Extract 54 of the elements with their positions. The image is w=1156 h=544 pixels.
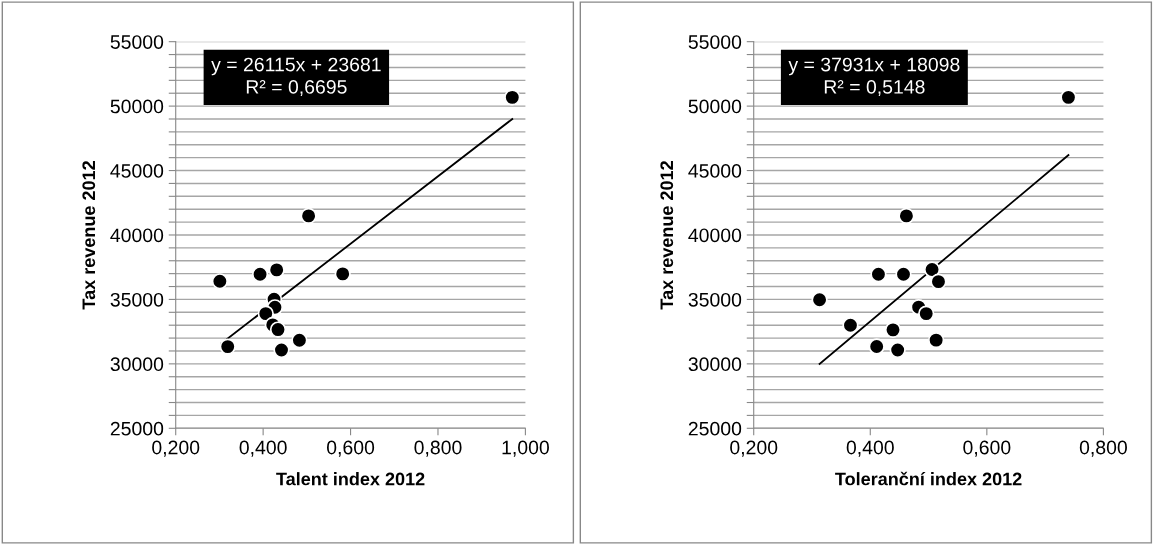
y-tick-label: 55000	[688, 35, 742, 49]
y-axis-title: Tax revenue 2012	[660, 161, 674, 310]
point	[811, 291, 828, 308]
annotation: y = 26115x + 23681	[211, 57, 381, 76]
x-axis-title: Talent index 2012	[276, 472, 425, 486]
point	[923, 261, 941, 278]
x-tick-label: 0,400	[239, 440, 287, 457]
point	[251, 266, 269, 283]
point	[928, 332, 945, 349]
point	[291, 332, 308, 349]
x-axis-title: Toleranční index 2012	[835, 471, 1022, 486]
y-tick-label: 45000	[688, 164, 742, 178]
point	[273, 341, 290, 359]
x-tick-label: 0,800	[414, 440, 462, 457]
annotation: y = 37931x + 18098	[788, 57, 960, 76]
point	[1060, 89, 1077, 106]
y-tick-label: 25000	[688, 421, 742, 436]
point	[300, 207, 317, 225]
y-tick-label: 40000	[688, 228, 742, 243]
point	[504, 89, 521, 106]
y-tick-label: 50000	[688, 99, 742, 114]
y-tick-label: 30000	[688, 357, 742, 372]
y-tick-label: 25000	[110, 421, 164, 436]
y-tick-label: 50000	[110, 99, 164, 114]
x-tick-label: 0,600	[326, 440, 375, 457]
x-tick-label: 0,200	[730, 440, 778, 457]
point	[211, 273, 228, 290]
y-tick-label: 35000	[110, 292, 164, 307]
point	[918, 305, 935, 322]
annotation: R² = 0,5148	[824, 80, 925, 97]
point	[868, 338, 885, 355]
point	[889, 341, 906, 359]
point	[895, 266, 912, 283]
point	[884, 321, 902, 338]
point	[930, 273, 947, 290]
point	[268, 261, 285, 279]
y-tick-label: 45000	[110, 164, 164, 178]
point	[870, 266, 887, 283]
x-tick-label: 0,600	[963, 440, 1011, 457]
y-tick-label: 35000	[688, 292, 742, 307]
y-axis-title: Tax revenue 2012	[82, 161, 96, 310]
x-tick-label: 0,800	[1079, 440, 1127, 457]
annotation: R² = 0,6695	[246, 80, 347, 97]
y-tick-label: 55000	[110, 35, 164, 49]
x-tick-label: 0,400	[846, 440, 894, 457]
y-tick-label: 30000	[110, 357, 164, 372]
point	[842, 317, 859, 334]
point	[269, 321, 287, 338]
x-tick-label: 1,000	[502, 440, 549, 457]
y-tick-label: 40000	[110, 228, 164, 243]
x-tick-label: 0,200	[152, 440, 200, 457]
point	[334, 265, 351, 283]
point	[898, 207, 915, 225]
point	[219, 338, 236, 355]
